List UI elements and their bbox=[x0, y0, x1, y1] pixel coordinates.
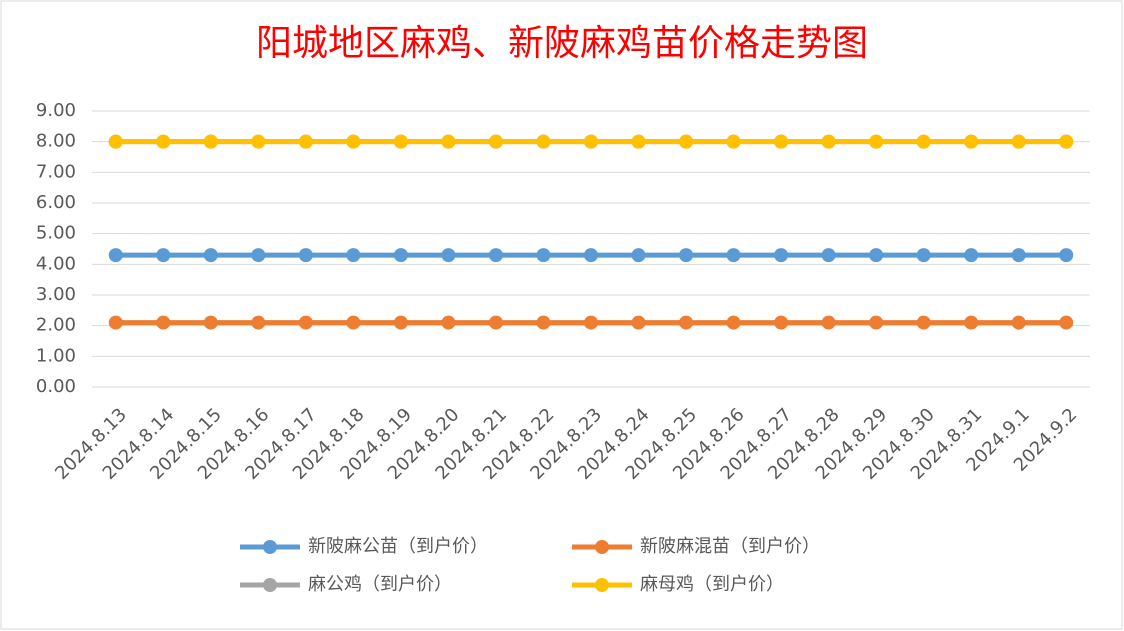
marker bbox=[821, 248, 836, 263]
marker bbox=[156, 134, 171, 149]
legend-marker bbox=[263, 578, 277, 592]
legend-label: 麻公鸡（到户价） bbox=[308, 574, 452, 595]
marker bbox=[584, 315, 598, 330]
marker bbox=[631, 315, 646, 330]
legend-marker bbox=[595, 578, 609, 592]
marker bbox=[916, 248, 931, 263]
marker bbox=[679, 134, 694, 149]
legend-marker bbox=[263, 540, 277, 554]
y-tick-label: 2.00 bbox=[36, 315, 76, 336]
marker bbox=[964, 134, 979, 149]
marker bbox=[584, 134, 598, 149]
marker bbox=[869, 134, 884, 149]
marker bbox=[393, 134, 408, 149]
marker bbox=[584, 248, 598, 263]
y-tick-label: 0.00 bbox=[36, 376, 76, 397]
y-tick-label: 3.00 bbox=[36, 284, 76, 305]
marker bbox=[821, 315, 836, 330]
marker bbox=[1059, 315, 1074, 330]
marker bbox=[774, 315, 789, 330]
marker bbox=[298, 315, 313, 330]
marker bbox=[251, 134, 266, 149]
y-tick-label: 8.00 bbox=[36, 131, 76, 152]
marker bbox=[726, 248, 741, 263]
marker bbox=[488, 315, 503, 330]
marker bbox=[821, 134, 836, 149]
marker bbox=[916, 315, 931, 330]
marker bbox=[1011, 315, 1026, 330]
marker bbox=[393, 315, 408, 330]
y-tick-label: 4.00 bbox=[36, 253, 76, 274]
marker bbox=[774, 134, 789, 149]
y-tick-label: 6.00 bbox=[36, 192, 76, 213]
marker bbox=[774, 248, 789, 263]
marker bbox=[679, 315, 694, 330]
marker bbox=[916, 134, 931, 149]
marker bbox=[726, 134, 741, 149]
marker bbox=[393, 248, 408, 263]
marker bbox=[964, 248, 979, 263]
marker bbox=[536, 248, 551, 263]
marker bbox=[536, 315, 551, 330]
y-tick-label: 1.00 bbox=[36, 345, 76, 366]
marker bbox=[251, 315, 266, 330]
legend-label: 新陂麻混苗（到户价） bbox=[640, 536, 820, 557]
marker bbox=[203, 315, 218, 330]
marker bbox=[346, 134, 361, 149]
y-tick-label: 7.00 bbox=[36, 161, 76, 182]
marker bbox=[108, 248, 123, 263]
marker bbox=[726, 315, 741, 330]
marker bbox=[869, 315, 884, 330]
chart-title: 阳城地区麻鸡、新陂麻鸡苗价格走势图 bbox=[256, 23, 868, 64]
marker bbox=[1059, 134, 1074, 149]
marker bbox=[869, 248, 884, 263]
legend-label: 新陂麻公苗（到户价） bbox=[308, 536, 488, 557]
marker bbox=[1011, 248, 1026, 263]
marker bbox=[156, 315, 171, 330]
marker bbox=[441, 248, 456, 263]
y-tick-label: 9.00 bbox=[36, 100, 76, 121]
marker bbox=[203, 134, 218, 149]
marker bbox=[488, 134, 503, 149]
marker bbox=[251, 248, 266, 263]
legend-marker bbox=[595, 540, 609, 554]
marker bbox=[488, 248, 503, 263]
marker bbox=[156, 248, 171, 263]
marker bbox=[298, 134, 313, 149]
marker bbox=[964, 315, 979, 330]
legend-label: 麻母鸡（到户价） bbox=[640, 574, 784, 595]
marker bbox=[298, 248, 313, 263]
marker bbox=[441, 315, 456, 330]
marker bbox=[631, 134, 646, 149]
marker bbox=[441, 134, 456, 149]
y-tick-label: 5.00 bbox=[36, 223, 76, 244]
marker bbox=[203, 248, 218, 263]
marker bbox=[346, 315, 361, 330]
marker bbox=[1011, 134, 1026, 149]
marker bbox=[346, 248, 361, 263]
marker bbox=[536, 134, 551, 149]
marker bbox=[108, 315, 123, 330]
marker bbox=[108, 134, 123, 149]
marker bbox=[1059, 248, 1074, 263]
marker bbox=[631, 248, 646, 263]
marker bbox=[679, 248, 694, 263]
